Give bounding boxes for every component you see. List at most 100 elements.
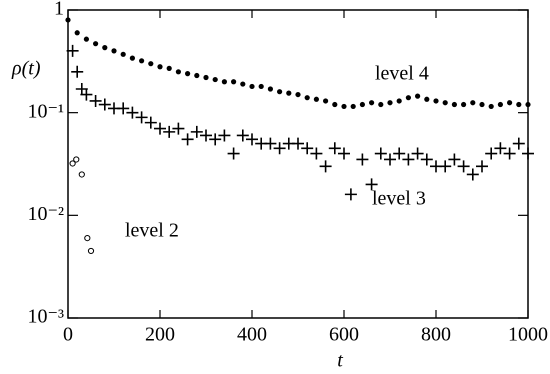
point xyxy=(135,111,148,124)
x-tick-label: 0 xyxy=(63,324,73,346)
point xyxy=(209,133,222,146)
point xyxy=(71,65,84,78)
point xyxy=(163,125,176,138)
point xyxy=(420,153,433,166)
y-tick-label: 1 xyxy=(54,0,64,20)
point xyxy=(503,147,516,160)
point xyxy=(359,101,365,108)
point xyxy=(89,94,102,107)
point xyxy=(402,153,415,166)
point xyxy=(139,58,145,64)
point xyxy=(194,72,200,79)
point xyxy=(157,64,163,70)
series-label: level 2 xyxy=(125,220,179,242)
point xyxy=(74,30,80,36)
point xyxy=(479,101,485,108)
x-tick-label: 200 xyxy=(145,324,175,346)
point xyxy=(66,44,79,57)
point xyxy=(111,48,117,54)
point xyxy=(117,102,130,115)
point xyxy=(273,142,286,155)
point xyxy=(332,101,338,108)
point xyxy=(80,88,93,101)
point xyxy=(212,76,218,83)
point xyxy=(78,171,85,178)
point xyxy=(341,103,347,110)
point xyxy=(203,74,209,81)
point xyxy=(144,116,157,129)
point xyxy=(83,36,89,42)
x-tick-label: 400 xyxy=(237,324,267,346)
point xyxy=(461,101,467,108)
point xyxy=(129,55,135,61)
y-tick-label: 10⁻³ xyxy=(27,306,64,328)
point xyxy=(221,79,227,85)
point xyxy=(497,101,503,108)
point xyxy=(264,137,277,150)
point xyxy=(286,90,292,96)
point xyxy=(424,96,430,102)
point xyxy=(249,83,255,90)
point xyxy=(267,86,273,92)
point xyxy=(451,101,457,108)
point xyxy=(522,147,534,160)
point xyxy=(507,100,513,106)
point xyxy=(338,147,350,160)
point xyxy=(200,129,212,142)
point xyxy=(466,168,479,181)
point xyxy=(301,142,314,155)
point xyxy=(448,153,461,166)
point xyxy=(246,133,258,146)
point xyxy=(166,65,172,71)
point xyxy=(310,147,323,160)
point xyxy=(411,147,424,160)
point xyxy=(393,147,406,160)
point xyxy=(65,17,71,23)
x-axis-label: t xyxy=(337,350,343,372)
point xyxy=(84,235,91,242)
point xyxy=(512,137,525,150)
x-tick-label: 1000 xyxy=(508,324,548,346)
point xyxy=(328,142,341,155)
point xyxy=(439,160,452,173)
point xyxy=(175,69,181,75)
point xyxy=(295,91,301,98)
point xyxy=(277,89,283,95)
point xyxy=(350,103,356,110)
point xyxy=(525,101,531,108)
x-tick-label: 800 xyxy=(421,324,451,346)
point xyxy=(415,93,421,99)
point xyxy=(433,98,439,104)
point xyxy=(470,100,476,106)
point xyxy=(172,122,185,135)
y-tick-label: 10⁻² xyxy=(27,203,64,225)
point xyxy=(488,103,494,110)
point xyxy=(442,100,448,106)
point xyxy=(319,160,332,173)
point xyxy=(405,95,411,101)
point xyxy=(87,247,95,255)
point xyxy=(181,133,194,146)
point xyxy=(356,153,369,166)
point xyxy=(126,106,139,119)
series-label: level 3 xyxy=(372,188,426,210)
point xyxy=(374,147,387,160)
point xyxy=(378,101,384,108)
point xyxy=(485,147,498,160)
point xyxy=(258,83,264,90)
series-label: level 4 xyxy=(375,63,429,85)
point xyxy=(344,188,357,201)
point xyxy=(185,71,191,77)
point xyxy=(148,61,154,67)
point xyxy=(120,51,126,57)
point xyxy=(98,98,111,111)
point xyxy=(102,45,108,51)
point xyxy=(190,125,203,138)
y-axis-label: ρ(t) xyxy=(11,58,41,80)
point xyxy=(236,129,249,142)
point xyxy=(218,129,231,142)
point xyxy=(369,100,375,106)
point xyxy=(365,178,378,191)
y-tick-label: 10⁻¹ xyxy=(27,100,64,122)
